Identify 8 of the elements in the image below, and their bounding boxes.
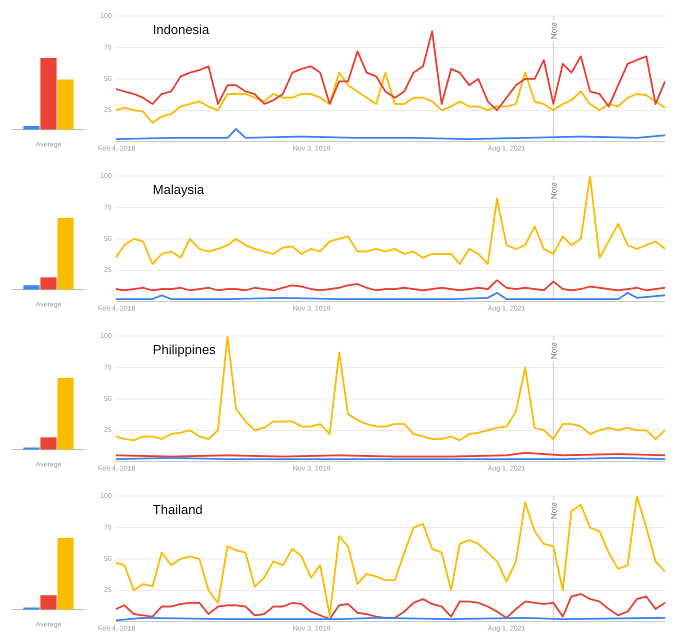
ref-line-label: Note bbox=[549, 342, 558, 360]
text: Malaysia bbox=[152, 182, 205, 197]
text: Indonesia bbox=[152, 22, 210, 37]
ref-line-label: Note bbox=[549, 502, 558, 520]
ref-line-label: Note bbox=[549, 182, 558, 200]
ref-line-label: Note bbox=[549, 22, 558, 40]
text: Philippines bbox=[152, 342, 216, 357]
text: Thailand bbox=[152, 502, 203, 517]
